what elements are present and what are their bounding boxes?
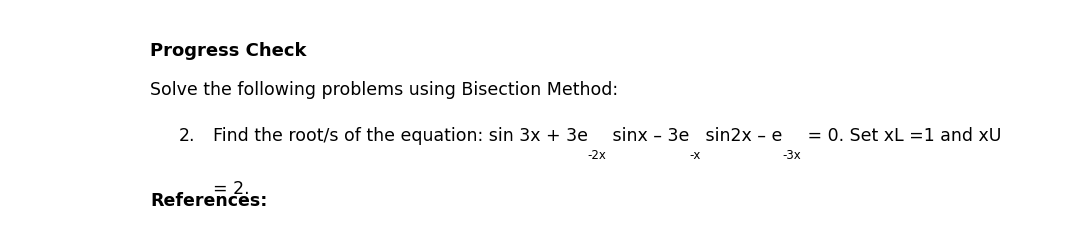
Text: = 2.: = 2. (213, 180, 249, 198)
Text: -3x: -3x (783, 149, 801, 162)
Text: = 0. Set xL =1 and xU: = 0. Set xL =1 and xU (801, 127, 1001, 145)
Text: -x: -x (689, 149, 701, 162)
Text: Progress Check: Progress Check (150, 42, 307, 60)
Text: 2.: 2. (178, 127, 195, 145)
Text: References:: References: (150, 192, 268, 210)
Text: -2x: -2x (588, 149, 607, 162)
Text: Solve the following problems using Bisection Method:: Solve the following problems using Bisec… (150, 81, 618, 99)
Text: sin2x – e: sin2x – e (701, 127, 783, 145)
Text: sinx – 3e: sinx – 3e (607, 127, 689, 145)
Text: Find the root/s of the equation: sin 3x + 3e: Find the root/s of the equation: sin 3x … (213, 127, 588, 145)
